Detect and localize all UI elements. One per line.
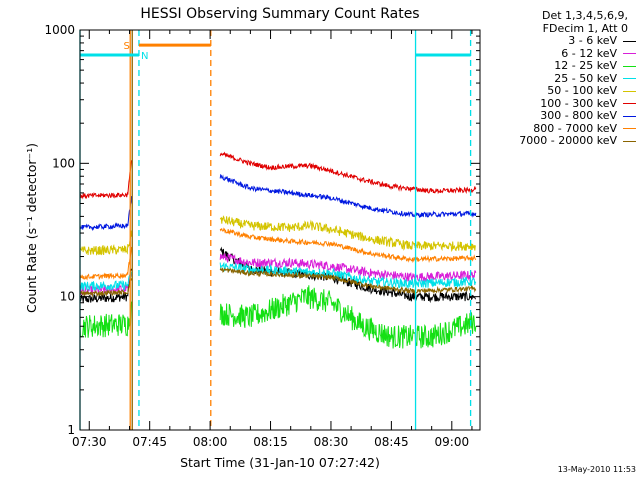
series-layer [79, 151, 477, 349]
chart-title: HESSI Observing Summary Count Rates [140, 6, 419, 22]
x-axis: 07:30 07:45 08:00 08:15 08:30 08:45 09:00 [72, 30, 473, 449]
legend-header-line-1: Det 1,3,4,5,6,9, [541, 9, 628, 22]
series-line [219, 253, 477, 283]
legend-entry: 800 - 7000 keV [478, 121, 638, 136]
series-50-100-kev [79, 215, 476, 256]
legend-swatch [623, 90, 636, 92]
legend-swatch [623, 128, 636, 130]
series-line [79, 271, 133, 292]
series-line [219, 261, 477, 290]
y-tick-label: 1 [67, 423, 75, 437]
series-line [79, 196, 133, 232]
legend-entry-label: 800 - 7000 keV [533, 121, 617, 135]
series-line [219, 285, 477, 349]
legend-swatch [623, 140, 636, 142]
legend-entry: 100 - 300 keV [478, 96, 638, 111]
legend-entries: 3 - 6 keV 6 - 12 keV 12 - 25 keV 25 - 50 ke… [478, 34, 638, 148]
legend-entry: 7000 - 20000 keV [478, 134, 638, 148]
series-line [219, 151, 477, 195]
flag-label-n: N [141, 51, 148, 62]
legend-swatch [623, 115, 636, 117]
flag-label-s: S [124, 41, 130, 52]
series-800-7000-kev [79, 227, 477, 281]
legend-swatch [623, 103, 636, 105]
flag-layer: NS [80, 41, 471, 62]
y-tick-label: 1000 [44, 23, 75, 37]
y-axis-label: Count Rate (s⁻¹ detector⁻¹) [24, 143, 39, 313]
series-line [219, 267, 477, 296]
legend-entry-label: 7000 - 20000 keV [519, 134, 617, 147]
x-tick-label: 09:00 [435, 435, 470, 449]
y-tick-label: 10 [60, 290, 75, 304]
legend-entry-label: 3 - 6 keV [568, 34, 617, 47]
generation-timestamp: 13-May-2010 11:53 [557, 465, 636, 474]
series-line [79, 160, 133, 200]
legend-swatch [623, 78, 636, 80]
series-300-800-kev [79, 173, 477, 232]
series-25-50-kev [79, 261, 477, 292]
legend-entry-label: 6 - 12 keV [561, 46, 617, 60]
series-line [79, 277, 133, 298]
legend-swatch [623, 65, 636, 67]
series-line [79, 273, 133, 296]
legend-entry: 300 - 800 keV [478, 109, 638, 123]
series-line [79, 246, 133, 281]
legend-entry: 6 - 12 keV [478, 46, 638, 61]
legend-entry: 3 - 6 keV [478, 34, 638, 48]
legend-entry-label: 100 - 300 keV [540, 96, 617, 110]
series-line [219, 215, 476, 252]
legend-entry: 25 - 50 keV [478, 71, 638, 86]
series-line [219, 173, 477, 218]
legend-entry-label: 300 - 800 keV [540, 109, 617, 122]
series-line [79, 301, 133, 338]
legend: Det 1,3,4,5,6,9, FDecim 1, Att 0 3 - 6 k… [478, 9, 638, 148]
legend-entry: 12 - 25 keV [478, 59, 638, 73]
x-tick-label: 07:45 [132, 435, 167, 449]
series-100-300-kev [79, 151, 477, 200]
x-tick-label: 08:15 [253, 435, 288, 449]
legend-swatch [623, 53, 636, 55]
series-line [79, 230, 133, 256]
x-tick-label: 08:00 [193, 435, 228, 449]
series-6-12-kev [79, 253, 477, 296]
series-line [79, 268, 133, 303]
x-tick-label: 07:30 [72, 435, 107, 449]
y-tick-label: 100 [52, 156, 75, 170]
plot-frame [79, 29, 481, 431]
series-12-25-kev [79, 285, 477, 349]
plot-area: NS [79, 29, 481, 431]
y-axis: 1 10 100 1000 [44, 23, 480, 437]
legend-entry-label: 12 - 25 keV [554, 59, 617, 72]
legend-entry: 50 - 100 keV [478, 84, 638, 98]
x-tick-label: 08:45 [374, 435, 409, 449]
legend-header-line-2: FDecim 1, Att 0 [542, 21, 628, 35]
series-7000-20000-kev [79, 267, 477, 298]
marker-layer [79, 30, 472, 430]
legend-entry-label: 25 - 50 keV [554, 71, 617, 85]
series-line [219, 227, 477, 264]
x-axis-label: Start Time (31-Jan-10 07:27:42) [180, 455, 380, 470]
legend-entry-label: 50 - 100 keV [547, 84, 617, 97]
legend-swatch [623, 40, 636, 42]
x-tick-label: 08:30 [314, 435, 349, 449]
